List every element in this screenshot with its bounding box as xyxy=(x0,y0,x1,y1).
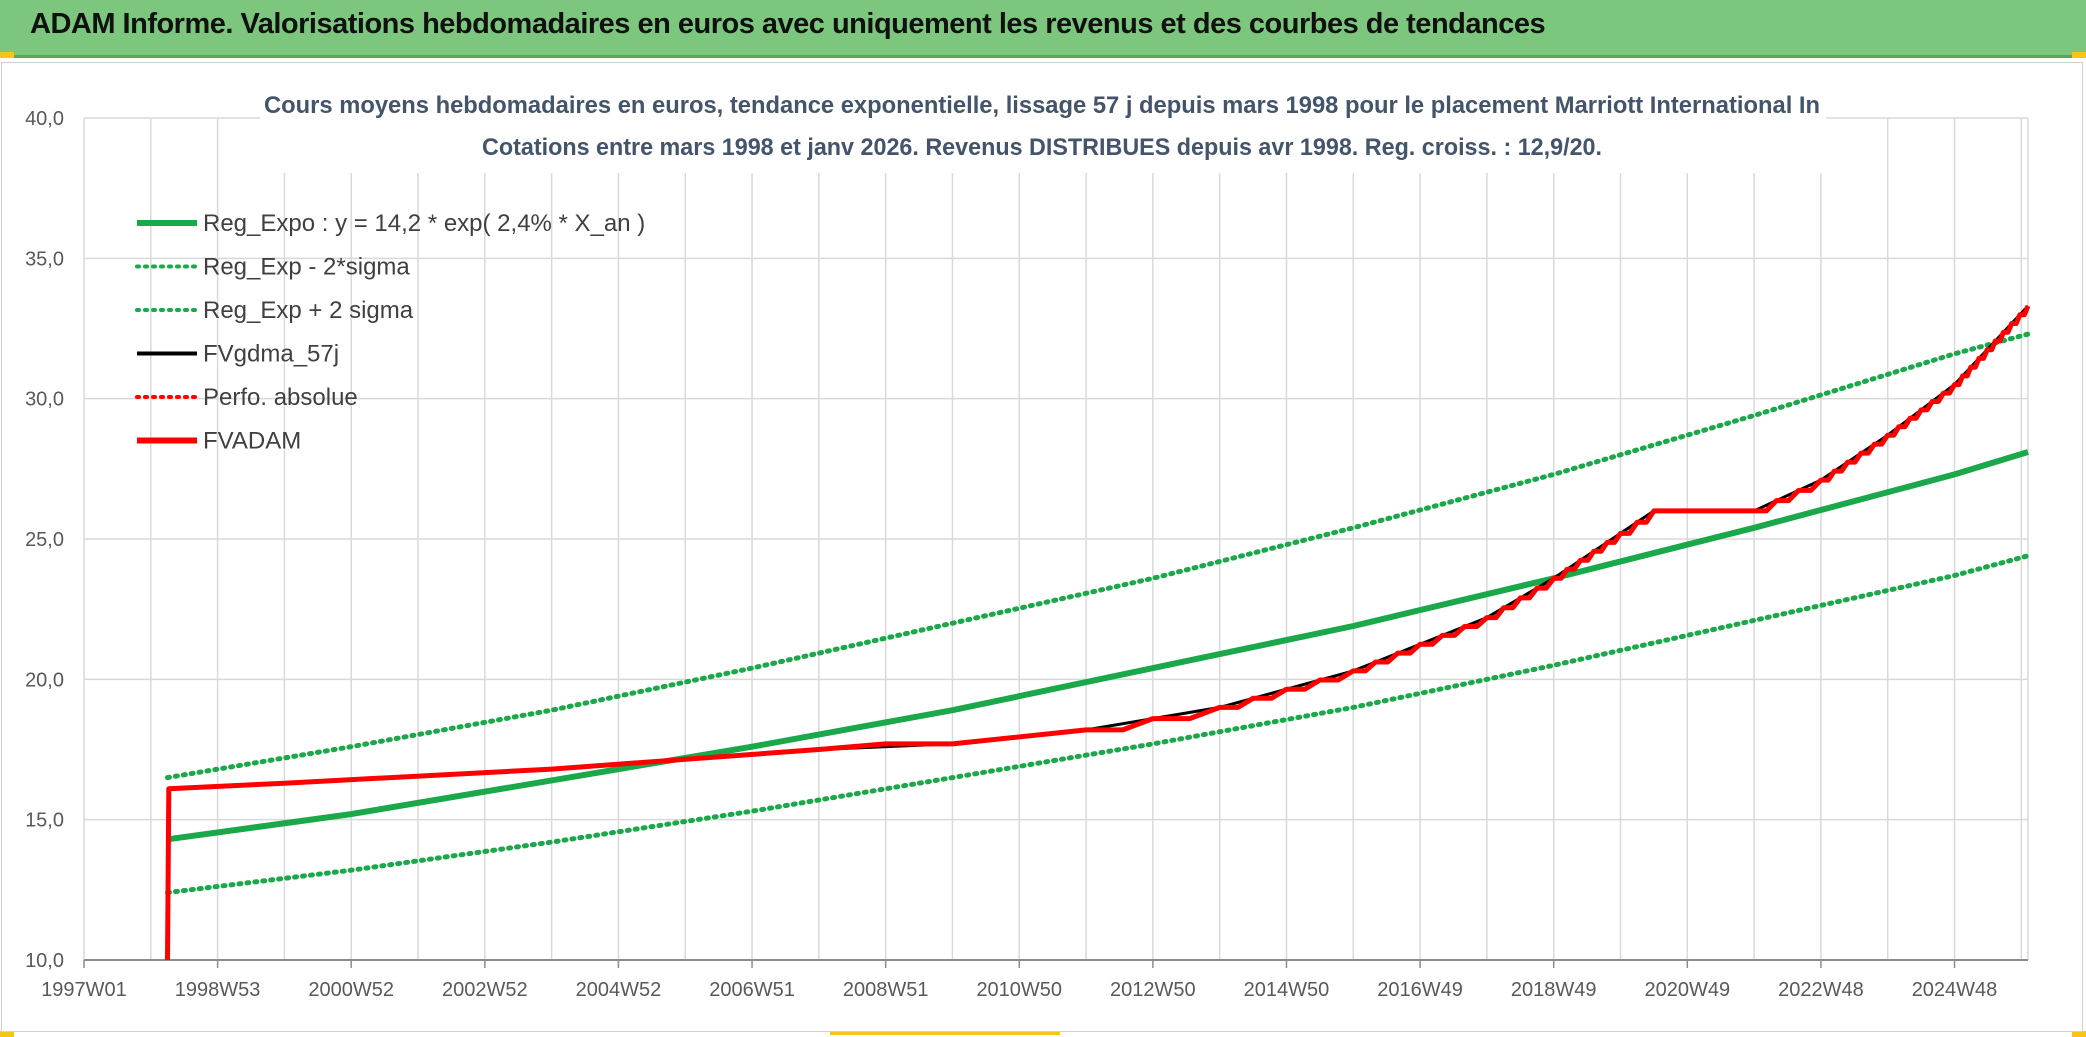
corner-mark-bottom-right xyxy=(2072,1031,2086,1037)
series-line-2 xyxy=(165,331,2031,781)
report-banner: ADAM Informe. Valorisations hebdomadaire… xyxy=(0,0,2086,58)
y-tick-label: 10,0 xyxy=(25,950,64,972)
x-tick-label: 1997W01 xyxy=(41,979,127,1001)
chart-title-line-2: Cotations entre mars 1998 et janv 2026. … xyxy=(482,134,1602,161)
title-background xyxy=(260,81,1826,173)
series-line-0 xyxy=(167,449,2029,843)
legend-label: FVgdma_57j xyxy=(203,341,339,368)
grid-lines xyxy=(83,117,2029,961)
x-tick-label: 2010W50 xyxy=(976,979,1062,1001)
legend-label: Reg_Exp - 2*sigma xyxy=(203,254,410,281)
corner-mark-right xyxy=(2072,52,2086,58)
x-tick-label: 2024W48 xyxy=(1912,979,1998,1001)
x-tick-label: 2000W52 xyxy=(308,979,394,1001)
legend-label: FVADAM xyxy=(203,428,301,455)
x-tick-label: 2008W51 xyxy=(843,979,929,1001)
series-line-1 xyxy=(165,553,2031,896)
x-tick-label: 2012W50 xyxy=(1110,979,1196,1001)
legend: Reg_Expo : y = 14,2 * exp( 2,4% * X_an )… xyxy=(135,210,645,455)
y-tick-label: 25,0 xyxy=(25,529,64,551)
chart-frame: 10,0 15,0 20,0 25,0 30,0 35,0 40,0 1997W01 1998W… xyxy=(1,62,2083,1032)
y-tick-label: 30,0 xyxy=(25,389,64,411)
series-line-3 xyxy=(167,304,2030,791)
chart-title-block: Cours moyens hebdomadaires en euros, ten… xyxy=(260,81,1826,173)
legend-label: Reg_Expo : y = 14,2 * exp( 2,4% * X_an ) xyxy=(203,210,645,237)
x-tick-label: 2018W49 xyxy=(1511,979,1597,1001)
x-tick-label: 2022W48 xyxy=(1778,979,1864,1001)
y-tick-label: 40,0 xyxy=(25,108,64,130)
corner-mark-bottom-mid xyxy=(830,1031,1060,1035)
x-tick-label: 1998W53 xyxy=(175,979,261,1001)
y-tick-label: 35,0 xyxy=(25,248,64,270)
chart-title-line-1: Cours moyens hebdomadaires en euros, ten… xyxy=(264,92,1820,119)
series-line-5 xyxy=(165,305,2031,961)
x-tick-label: 2004W52 xyxy=(576,979,662,1001)
x-tick-label: 2002W52 xyxy=(442,979,528,1001)
legend-label: Reg_Exp + 2 sigma xyxy=(203,297,414,324)
x-tick-label: 2006W51 xyxy=(709,979,795,1001)
x-tick-label: 2014W50 xyxy=(1244,979,1330,1001)
axes: 10,0 15,0 20,0 25,0 30,0 35,0 40,0 1997W01 1998W… xyxy=(25,108,2028,1001)
legend-label: Perfo. absolue xyxy=(203,384,358,411)
corner-mark-left xyxy=(0,52,14,58)
corner-mark-bottom-left xyxy=(0,1031,14,1037)
x-tick-label: 2016W49 xyxy=(1377,979,1463,1001)
x-tick-label: 2020W49 xyxy=(1644,979,1730,1001)
report-title: ADAM Informe. Valorisations hebdomadaire… xyxy=(30,8,1546,40)
y-tick-label: 20,0 xyxy=(25,669,64,691)
series-lines xyxy=(165,304,2031,961)
y-tick-label: 15,0 xyxy=(25,810,64,832)
chart: 10,0 15,0 20,0 25,0 30,0 35,0 40,0 1997W01 1998W… xyxy=(25,81,2031,1001)
